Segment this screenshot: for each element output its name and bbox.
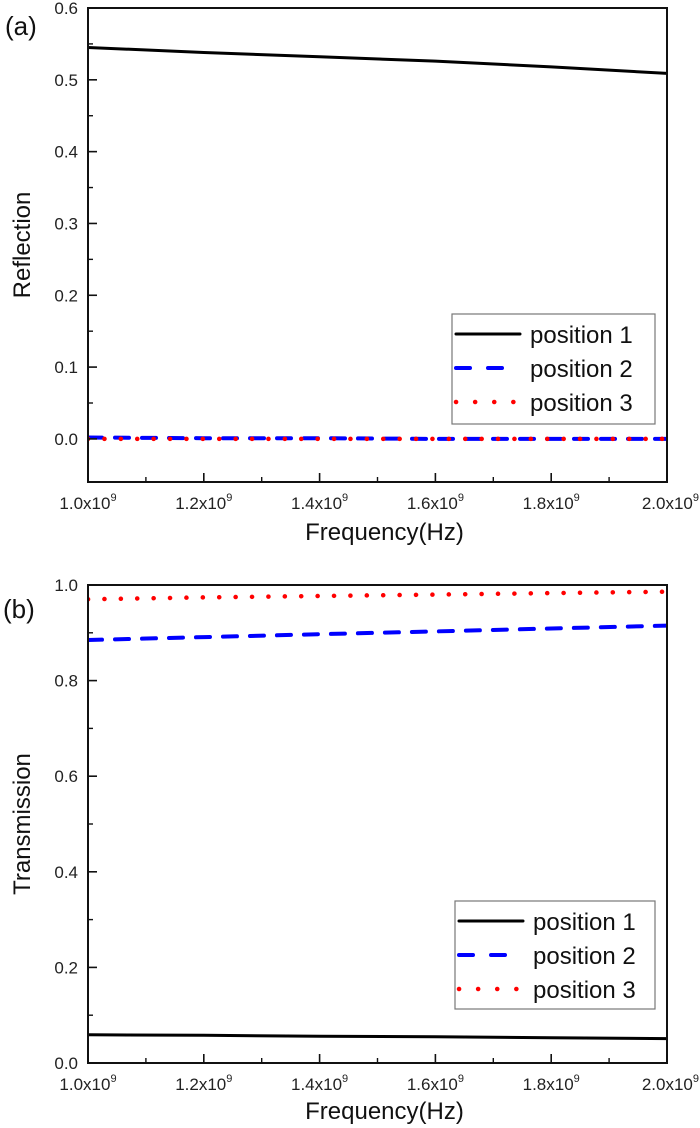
x-tick-exponent: 9 [574,492,580,504]
x-tick-exponent: 9 [342,1073,348,1085]
x-tick-mantissa: 1.2x10 [175,1075,226,1094]
y-tick-label: 0.5 [54,71,78,90]
legend-label: position 3 [533,977,636,1004]
x-axis-title: Frequency(Hz) [305,1098,464,1125]
x-tick-exponent: 9 [342,492,348,504]
panel-label: (a) [5,11,37,41]
series-line-position-2 [88,623,667,642]
chart-panel-b: 0.00.20.40.60.81.01.0x109 1.2x109 1.4x109 1… [3,576,699,1125]
chart-panel-a: 0.00.10.20.30.40.50.61.0x109 1.2x109 1.4x1… [5,0,699,546]
legend-label: position 1 [530,322,633,349]
x-tick-mantissa: 2.0x10 [642,494,693,513]
x-tick-exponent: 9 [226,492,232,504]
x-tick-mantissa: 1.4x10 [291,494,342,513]
legend-label: position 2 [533,943,636,970]
x-tick-label: 2.0x109 [642,492,699,513]
x-tick-label: 1.6x109 [407,1073,464,1094]
x-tick-mantissa: 1.8x10 [523,494,574,513]
x-tick-label: 1.6x109 [407,492,464,513]
legend: position 1 position 2 position 3 [451,313,656,425]
x-tick-exponent: 9 [458,492,464,504]
y-tick-label: 0.6 [54,767,78,786]
series-line-position-3 [88,589,667,602]
x-tick-exponent: 9 [693,1073,699,1085]
panel-label: (b) [3,594,35,624]
y-tick-label: 0.3 [54,214,78,233]
y-tick-label: 0.2 [54,958,78,977]
x-tick-exponent: 9 [574,1073,580,1085]
series-line-position-1 [88,1033,667,1041]
y-tick-label: 0.4 [54,863,78,882]
y-tick-label: 0.0 [54,430,78,449]
x-tick-label: 1.2x109 [175,1073,232,1094]
x-tick-exponent: 9 [458,1073,464,1085]
x-tick-label: 1.8x109 [523,1073,580,1094]
y-tick-label: 0.1 [54,358,78,377]
x-tick-mantissa: 1.2x10 [175,494,226,513]
x-tick-mantissa: 1.6x10 [407,494,458,513]
series-group [88,46,667,442]
legend-label: position 3 [530,390,633,417]
x-tick-exponent: 9 [110,492,116,504]
x-tick-mantissa: 1.8x10 [523,1075,574,1094]
legend-box [454,900,656,1010]
x-tick-mantissa: 1.0x10 [59,494,110,513]
y-tick-label: 0.2 [54,286,78,305]
legend-label: position 2 [530,356,633,383]
x-tick-exponent: 9 [693,492,699,504]
y-axis-title: Transmission [9,753,36,895]
x-tick-label: 1.8x109 [523,492,580,513]
x-tick-mantissa: 1.6x10 [407,1075,458,1094]
y-tick-label: 0.0 [54,1054,78,1073]
legend-label: position 1 [533,909,636,936]
x-tick-label: 2.0x109 [642,1073,699,1094]
series-group [88,589,667,1041]
y-axis-title: Reflection [9,192,36,299]
y-tick-label: 0.4 [54,143,78,162]
legend: position 1 position 2 position 3 [454,900,656,1010]
x-tick-mantissa: 2.0x10 [642,1075,693,1094]
x-tick-mantissa: 1.0x10 [59,1075,110,1094]
y-tick-label: 1.0 [54,576,78,595]
x-tick-exponent: 9 [226,1073,232,1085]
x-tick-label: 1.0x109 [59,492,116,513]
legend-box [451,313,656,425]
y-tick-label: 0.6 [54,0,78,18]
x-tick-label: 1.0x109 [59,1073,116,1094]
y-tick-label: 0.8 [54,672,78,691]
x-tick-mantissa: 1.4x10 [291,1075,342,1094]
x-tick-exponent: 9 [110,1073,116,1085]
x-axis-title: Frequency(Hz) [305,519,464,546]
x-tick-label: 1.4x109 [291,492,348,513]
x-tick-label: 1.2x109 [175,492,232,513]
x-tick-label: 1.4x109 [291,1073,348,1094]
series-line-position-1 [88,46,667,75]
